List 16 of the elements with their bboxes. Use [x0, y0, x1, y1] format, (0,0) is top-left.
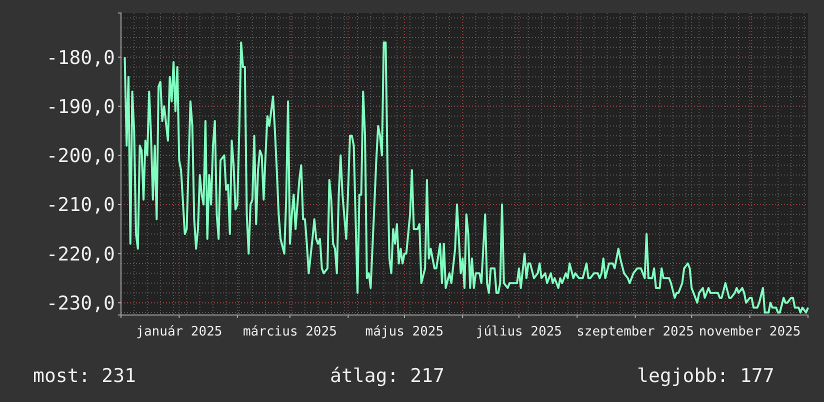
x-tick-label: május 2025 [365, 324, 444, 340]
y-tick-label: -230,0 [46, 292, 115, 314]
y-tick-label: -210,0 [46, 194, 115, 216]
y-tick-label: -180,0 [46, 46, 115, 69]
x-tick-label: január 2025 [136, 324, 222, 340]
y-tick-label: -190,0 [46, 96, 115, 118]
y-tick-label: -200,0 [46, 145, 115, 168]
x-tick-label: szeptember 2025 [576, 324, 694, 340]
text: átlag: 217 [330, 365, 444, 387]
x-tick-label: július 2025 [476, 324, 562, 340]
y-tick-label: -220,0 [46, 243, 115, 266]
line-series [124, 41, 809, 314]
x-tick-label: november 2025 [698, 324, 801, 340]
text: legjobb: 177 [637, 365, 774, 387]
text: most: 231 [33, 365, 136, 387]
x-tick-label: március 2025 [242, 324, 337, 340]
